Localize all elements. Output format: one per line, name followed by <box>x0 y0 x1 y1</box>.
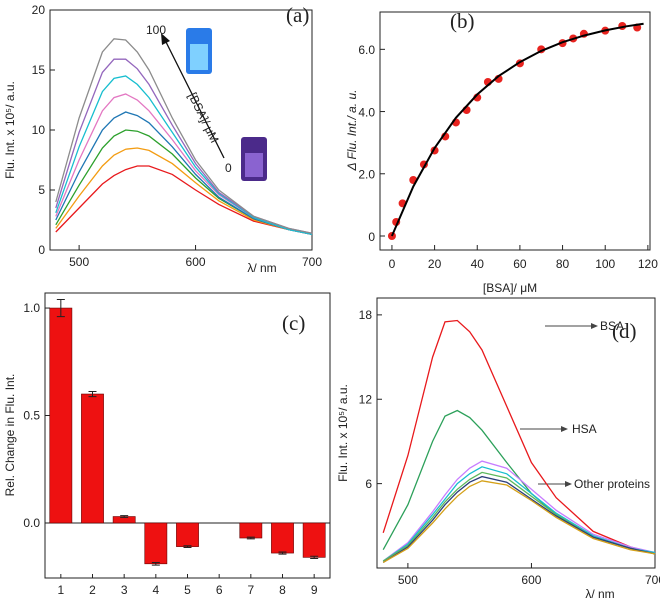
bar <box>81 393 104 524</box>
x-tick-label: 100 <box>595 257 615 271</box>
x-tick-label: 9 <box>311 583 318 597</box>
arrow-head <box>561 426 568 432</box>
y-axis-label: Rel. Change in Flu. Int. <box>3 374 17 497</box>
bar <box>144 522 168 565</box>
x-axis-label: λ/ nm <box>247 261 276 275</box>
error-bar <box>278 551 287 555</box>
error-bar <box>151 562 160 566</box>
x-tick-label: 80 <box>556 257 570 271</box>
annotation: [BSA]/ μM <box>185 90 221 145</box>
series-line <box>55 38 313 234</box>
series-line <box>382 319 656 555</box>
x-tick-label: 500 <box>398 573 418 587</box>
y-tick-label: 0 <box>38 243 45 257</box>
vial-purple-glow <box>245 153 263 177</box>
x-tick-label: 40 <box>471 257 485 271</box>
annotation: HSA <box>572 422 597 436</box>
error-bar <box>246 536 255 540</box>
series-line <box>55 58 313 234</box>
series-line <box>55 147 313 236</box>
y-axis-label: Flu. Int. x 10⁵/ a.u. <box>336 384 350 482</box>
x-tick-label: 4 <box>152 583 159 597</box>
x-tick-label: 60 <box>513 257 527 271</box>
vial-blue-glow <box>190 44 208 70</box>
y-tick-label: 6 <box>365 477 372 491</box>
bar <box>239 522 263 539</box>
x-tick-label: 5 <box>184 583 191 597</box>
series-line <box>382 480 656 563</box>
x-tick-label: 6 <box>216 583 223 597</box>
panel-label: (b) <box>450 9 475 33</box>
error-bar <box>183 545 192 548</box>
arrow-head <box>591 323 598 329</box>
x-tick-label: 3 <box>121 583 128 597</box>
annotation: Other proteins <box>574 477 650 491</box>
annotation: BSA <box>600 319 624 333</box>
series-line <box>382 475 656 563</box>
panel-label: (d) <box>612 319 637 343</box>
bar <box>49 307 73 524</box>
plot-frame <box>379 11 651 251</box>
x-tick-label: 8 <box>279 583 286 597</box>
y-axis-label: Δ Flu. Int./ a. u. <box>345 90 359 172</box>
series-line <box>55 93 313 236</box>
x-tick-label: 600 <box>186 255 206 269</box>
x-tick-label: 1 <box>57 583 64 597</box>
x-tick-label: 700 <box>645 573 660 587</box>
error-bar <box>88 390 97 398</box>
x-axis-label: λ/ nm <box>585 587 614 601</box>
arrow-head <box>565 481 572 487</box>
y-tick-label: 2.0 <box>358 168 375 182</box>
bar <box>302 522 326 558</box>
series-line <box>382 466 656 562</box>
series-line <box>382 460 656 562</box>
error-bar <box>56 298 65 318</box>
x-tick-label: 20 <box>428 257 442 271</box>
y-tick-label: 0 <box>368 230 375 244</box>
x-tick-label: 600 <box>521 573 541 587</box>
y-tick-label: 10 <box>32 123 46 137</box>
plot-frame <box>376 297 656 569</box>
arrow <box>164 39 225 159</box>
y-axis-label: Flu. Int. x 10⁵/ a.u. <box>3 81 17 179</box>
panel-label: (a) <box>286 3 309 27</box>
series-line <box>55 111 313 236</box>
arrow-head <box>161 33 170 45</box>
y-tick-label: 1.0 <box>23 301 40 315</box>
x-tick-label: 120 <box>638 257 658 271</box>
plot-frame <box>49 9 313 251</box>
error-bar <box>310 555 319 559</box>
y-tick-label: 20 <box>32 3 46 17</box>
x-tick-label: 0 <box>389 257 396 271</box>
y-tick-label: 6.0 <box>358 43 375 57</box>
y-tick-label: 5 <box>38 183 45 197</box>
y-tick-label: 0.0 <box>23 516 40 530</box>
x-tick-label: 700 <box>302 255 322 269</box>
panel-label: (c) <box>282 311 305 335</box>
bar <box>271 522 294 554</box>
series-line <box>55 165 313 236</box>
y-tick-label: 4.0 <box>358 105 375 119</box>
series-line <box>390 22 644 237</box>
y-tick-label: 0.5 <box>23 409 40 423</box>
error-bar <box>120 515 129 518</box>
x-tick-label: 500 <box>69 255 89 269</box>
y-tick-label: 18 <box>359 308 373 322</box>
series-line <box>55 75 313 236</box>
y-tick-label: 15 <box>32 63 46 77</box>
y-tick-label: 12 <box>359 392 373 406</box>
annotation: 0 <box>225 161 232 175</box>
x-tick-label: 7 <box>247 583 254 597</box>
bar <box>176 522 199 547</box>
x-tick-label: 2 <box>89 583 96 597</box>
x-axis-label: [BSA]/ μM <box>483 281 537 295</box>
annotation: 100 <box>146 23 166 37</box>
